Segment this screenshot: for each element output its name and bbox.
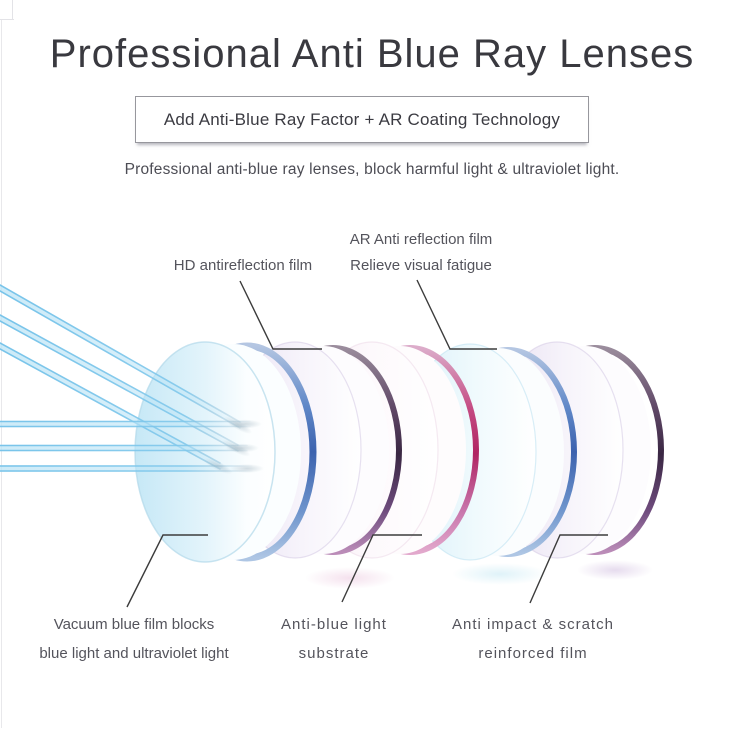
callout-line-ar-film	[416, 279, 497, 350]
label-line: substrate	[298, 645, 370, 662]
callout-line-reinforced-film	[529, 534, 608, 604]
label-reinforced-film: Anti impact & scratch reinforced film	[433, 610, 633, 668]
label-line: Vacuum blue film blocks	[53, 616, 215, 633]
page-title: Professional Anti Blue Ray Lenses	[49, 32, 695, 76]
page-edge-line-corner-v	[12, 0, 13, 20]
glow-under-lens	[577, 560, 653, 580]
glow-under-lens	[305, 567, 395, 589]
blue-light-rays	[0, 284, 264, 475]
label-line: reinforced film	[478, 645, 588, 662]
callout-line-substrate	[341, 534, 422, 603]
page-edge-line-left	[1, 20, 2, 728]
lens-layer-1	[134, 341, 317, 563]
glow-under-lens	[452, 563, 548, 585]
label-vacuum-blue-film: Vacuum blue film blocks blue light and u…	[24, 610, 244, 668]
callout-line-hd-film	[239, 280, 322, 350]
description-text: Professional anti-blue ray lenses, block…	[124, 161, 620, 178]
label-line: Anti-blue light	[281, 616, 387, 633]
label-line: Relieve visual fatigue	[350, 257, 492, 274]
label-ar-anti-reflection-film: AR Anti reflection film Relieve visual f…	[321, 227, 521, 279]
label-line: blue light and ultraviolet light	[39, 645, 229, 662]
label-line: AR Anti reflection film	[349, 231, 493, 248]
callout-line-vacuum-film	[126, 534, 208, 608]
label-line: HD antireflection film	[173, 257, 313, 274]
label-hd-antireflection-film: HD antireflection film	[133, 253, 353, 279]
label-line: Anti impact & scratch	[452, 616, 614, 633]
page-edge-line-corner-h	[0, 19, 14, 20]
label-anti-blue-substrate: Anti-blue light substrate	[234, 610, 434, 668]
feature-banner: Add Anti-Blue Ray Factor + AR Coating Te…	[135, 96, 589, 143]
